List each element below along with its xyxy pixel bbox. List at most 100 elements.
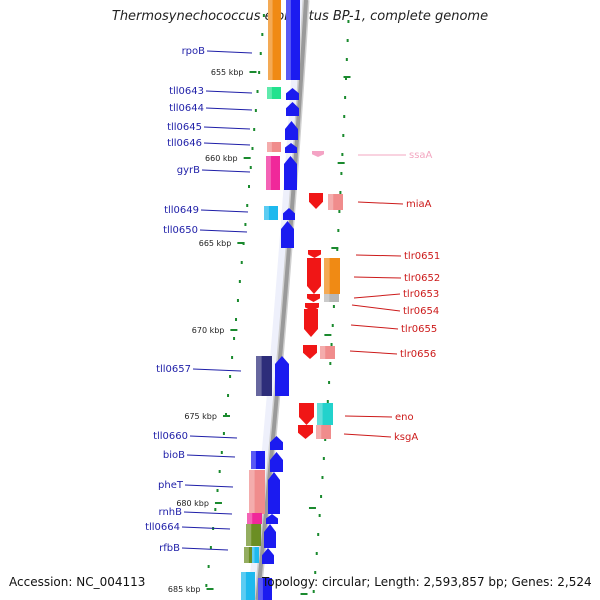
track-dot-left	[262, 14, 265, 17]
gene-label-tll0657: tll0657	[156, 364, 191, 375]
gene-tlr0653-box	[324, 294, 339, 302]
track-dot-right	[338, 210, 341, 213]
track-dot-left	[249, 166, 252, 169]
track-dot-left	[246, 204, 249, 207]
track-dot-right	[344, 96, 347, 99]
gene-pheT-box	[249, 470, 265, 514]
track-dot-right	[337, 229, 340, 232]
track-dot-right	[315, 552, 318, 555]
track-dot-left	[229, 375, 232, 378]
scale-tick	[237, 242, 245, 244]
track-dot-left	[248, 185, 251, 188]
gene-tll0664-box-shine	[246, 524, 252, 546]
gene-label-pheT: pheT	[158, 480, 184, 491]
track-dot-left	[227, 394, 230, 397]
gene-eno-box-shine	[317, 403, 323, 425]
gene-rnhB-arrow	[266, 514, 278, 524]
gene-tlr0656-box-shine	[320, 346, 326, 359]
gene-label-ssaA: ssaA	[409, 150, 433, 161]
gene-tlr0653-box-shine	[324, 294, 330, 302]
scale-tick	[243, 157, 251, 159]
track-dot-right	[322, 457, 325, 460]
track-dot-left	[231, 356, 234, 359]
track-dot-left	[220, 451, 223, 454]
leader-line-rpoB	[206, 50, 253, 54]
leader-line-tll0646	[203, 142, 251, 146]
track-dot-left	[258, 71, 261, 74]
track-dot-right	[346, 39, 349, 42]
gene-tlr0653-arrow	[307, 294, 320, 302]
gene-rpoB-arrow-shine	[286, 0, 291, 80]
gene-rpoB-arrow	[286, 0, 300, 80]
leader-line-tlr0652	[353, 276, 402, 279]
gene-tll0644-arrow	[286, 102, 299, 116]
gene-tlr0652-box-shine	[324, 258, 330, 294]
gene-miaA-arrow	[309, 193, 323, 209]
gene-tll0649-box	[264, 206, 278, 220]
gene-tll0643-box-shine	[267, 87, 272, 99]
track-dot-left	[207, 565, 210, 568]
gene-tll0657-box-shine	[256, 356, 262, 396]
scale-tick	[206, 588, 214, 590]
leader-line-tll0657	[192, 368, 242, 372]
gene-tlr0652-arrow	[307, 258, 321, 294]
scale-tick	[249, 71, 257, 73]
gene-tll0657-arrow	[275, 356, 289, 396]
gene-pheT-box-shine	[249, 470, 255, 514]
gene-ksgA-box	[316, 425, 331, 439]
gene-tll0660-arrow	[270, 436, 283, 450]
track-dot-right	[342, 134, 345, 137]
gene-label-tll0646: tll0646	[167, 138, 202, 149]
gene-label-rpoB: rpoB	[182, 46, 206, 57]
gene-label-tll0664: tll0664	[145, 522, 180, 533]
scale-tick-right	[337, 162, 345, 164]
track-dot-right	[324, 438, 327, 441]
gene-tll0650-arrow	[281, 221, 294, 248]
gene-tll0645-arrow	[285, 121, 298, 140]
scale-label-kbp: 655 kbp	[211, 68, 244, 77]
track-dot-left	[244, 223, 247, 226]
gene-tlr0656-box	[320, 346, 335, 359]
track-dot-right	[344, 77, 347, 80]
gene-ssaA-arrow	[312, 151, 324, 157]
gene-tll0646-box-shine	[267, 142, 272, 152]
gene-tlr0656-arrow	[303, 345, 317, 359]
gene-label-miaA: miaA	[406, 199, 432, 210]
leader-line-gyrB	[201, 169, 251, 173]
gene-ksgA-arrow	[298, 425, 313, 439]
leader-line-miaA	[357, 201, 404, 205]
leader-line-eno	[344, 415, 393, 418]
scale-label-kbp: 685 kbp	[168, 585, 201, 594]
gene-label-gyrB: gyrB	[177, 165, 200, 176]
gene-label-tll0649: tll0649	[164, 205, 199, 216]
gene-gyrB-box	[266, 156, 280, 190]
track-dot-left	[253, 128, 256, 131]
track-dot-right	[331, 324, 334, 327]
leader-line-tll0664	[181, 526, 231, 530]
track-dot-right	[330, 343, 333, 346]
gene-label-tlr0654: tlr0654	[403, 306, 439, 317]
accession-text: Accession: NC_004113	[9, 575, 146, 589]
track-dot-right	[312, 590, 315, 593]
track-dot-left	[216, 489, 219, 492]
track-dot-right	[320, 495, 323, 498]
gene-label-tlr0652: tlr0652	[404, 273, 440, 284]
track-dot-left	[224, 413, 227, 416]
track-dot-left	[256, 90, 259, 93]
track-dot-right	[328, 381, 331, 384]
leader-line-tlr0655	[350, 324, 399, 330]
scale-tick-right	[331, 247, 339, 249]
scale-label-kbp: 660 kbp	[205, 154, 238, 163]
leader-line-tlr0656	[349, 350, 398, 355]
track-dot-right	[341, 153, 344, 156]
leader-line-tll0649	[200, 209, 249, 213]
leader-line-tlr0653	[353, 293, 401, 299]
gene-rpoB-box-shine	[268, 0, 273, 80]
gene-pheT-arrow	[268, 472, 280, 514]
gene-rfbB-box-cyan	[252, 547, 259, 563]
leader-line-tll0644	[205, 107, 253, 111]
gene-rnhB-box	[247, 513, 262, 524]
track-dot-right	[329, 362, 332, 365]
gene-ksgA-box-shine	[316, 425, 322, 439]
